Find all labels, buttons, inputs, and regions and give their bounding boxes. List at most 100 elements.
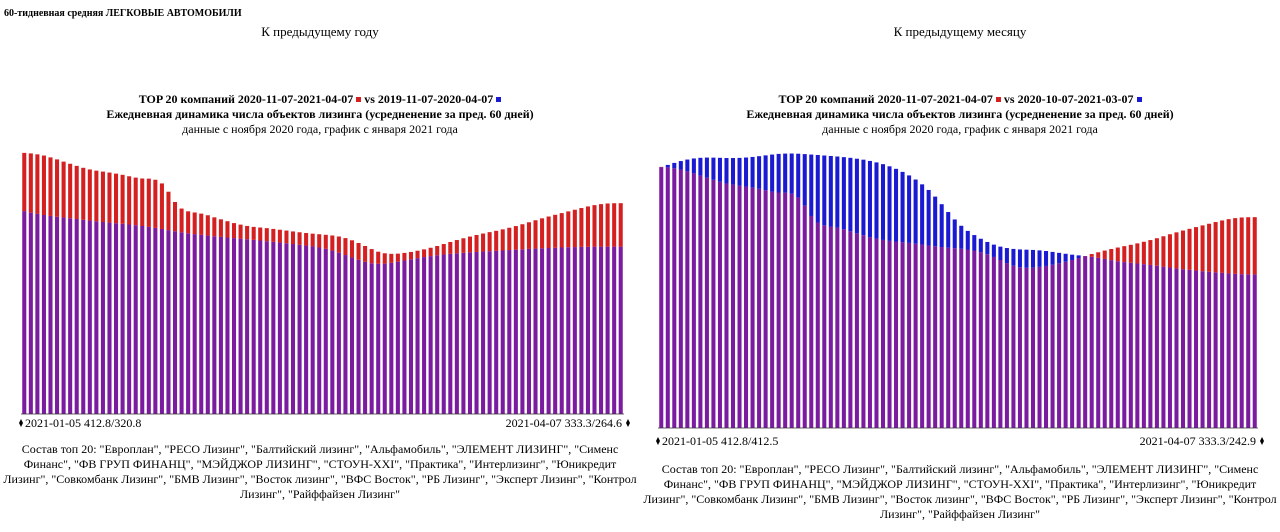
bar-overlap (1239, 274, 1244, 428)
bar-current-excess (448, 242, 453, 254)
bar-compare-excess (730, 158, 736, 185)
bar-overlap (441, 254, 446, 414)
bar-current-excess (186, 211, 191, 234)
bar-overlap (304, 245, 309, 414)
bar-overlap (783, 192, 788, 428)
bar-overlap (939, 247, 944, 428)
bar-overlap (894, 241, 899, 428)
bar-compare-excess (704, 157, 709, 178)
bar-overlap (173, 231, 178, 414)
bar-current-excess (1161, 236, 1166, 267)
bar-overlap (972, 250, 977, 428)
bar-compare-excess (1063, 253, 1068, 262)
bar-overlap (1207, 271, 1212, 428)
bar-compare-excess (1024, 249, 1029, 268)
bar-overlap (685, 171, 690, 428)
bar-current-excess (382, 253, 387, 264)
bar-compare-excess (776, 153, 781, 193)
bar-overlap (251, 239, 256, 414)
bar-overlap (422, 257, 427, 414)
bar-current-excess (1207, 223, 1212, 272)
bar-overlap (1128, 262, 1133, 428)
bar-compare-excess (796, 153, 801, 198)
bar-current-excess (22, 152, 27, 212)
bar-compare-excess (887, 166, 892, 241)
bar-overlap (369, 263, 374, 414)
bar-overlap (454, 253, 459, 414)
bar-overlap (363, 261, 368, 414)
bar-current-excess (487, 232, 492, 252)
bar-current-excess (467, 236, 472, 253)
bar-overlap (290, 244, 296, 414)
chart-title-current-period: TOP 20 компаний 2020-11-07-2021-04-07 (138, 92, 354, 106)
bar-compare-excess (1030, 249, 1036, 268)
end-marker-icon (1260, 437, 1264, 445)
bar-overlap (225, 237, 230, 414)
bar-compare-excess (841, 157, 846, 230)
bar-overlap (238, 238, 243, 414)
bar-current-excess (94, 170, 99, 222)
bar-overlap (166, 230, 171, 414)
bar-current-excess (592, 205, 597, 247)
bar-overlap (717, 181, 722, 428)
bar-overlap (1233, 273, 1238, 428)
bar-overlap (887, 240, 892, 428)
bar-compare-excess (815, 154, 820, 223)
bar-current-excess (540, 218, 545, 249)
bar-overlap (1148, 264, 1153, 428)
bar-overlap (100, 222, 105, 414)
bar-current-excess (1122, 246, 1127, 263)
chart-title-compare-period: vs 2019-11-07-2020-04-07 (364, 92, 494, 106)
bar-current-excess (376, 251, 381, 264)
bar-current-excess (474, 234, 479, 252)
bar-overlap (336, 252, 341, 414)
bar-compare-excess (952, 219, 957, 249)
bar-overlap (1187, 269, 1192, 428)
bar-overlap (1122, 262, 1127, 428)
bar-overlap (487, 251, 492, 414)
bar-current-excess (513, 226, 518, 250)
bar-current-excess (1135, 243, 1140, 264)
bar-overlap (1161, 266, 1166, 428)
start-label: 2021-01-05 412.8/320.8 (25, 416, 141, 430)
bar-current-excess (41, 155, 46, 215)
bar-overlap (199, 234, 204, 414)
bar-overlap (258, 240, 263, 414)
chart-title-line2: Ежедневная динамика числа объектов лизин… (746, 107, 1174, 121)
bar-overlap (559, 247, 564, 414)
bar-overlap (500, 250, 505, 414)
bar-overlap (1141, 264, 1146, 428)
bar-overlap (81, 219, 86, 414)
end-marker-icon (626, 419, 630, 427)
bar-overlap (41, 215, 46, 414)
bar-overlap (1037, 266, 1042, 428)
bar-current-excess (546, 216, 551, 249)
bar-overlap (271, 241, 276, 414)
bar-overlap (513, 249, 518, 414)
bar-current-excess (133, 177, 138, 226)
bar-overlap (848, 231, 853, 428)
bar-overlap (1076, 258, 1081, 428)
bar-overlap (140, 226, 145, 414)
bar-overlap (678, 169, 683, 428)
bar-overlap (757, 188, 762, 428)
bar-current-excess (323, 234, 328, 249)
panel-heading: К предыдущему месяцу (893, 24, 1027, 39)
bar-overlap (579, 246, 584, 414)
bar-current-excess (461, 238, 466, 253)
bar-overlap (218, 236, 223, 414)
bar-overlap (1044, 265, 1049, 428)
bar-current-excess (356, 242, 361, 260)
bar-current-excess (1096, 252, 1101, 258)
bar-compare-excess (848, 157, 853, 232)
bar-current-excess (179, 208, 184, 233)
bar-compare-excess (939, 204, 944, 248)
bar-current-excess (140, 178, 145, 227)
bar-compare-excess (802, 154, 807, 206)
bar-compare-excess (926, 189, 931, 246)
bar-compare-excess (959, 225, 964, 249)
bar-overlap (854, 233, 859, 428)
bar-overlap (900, 242, 905, 428)
bar-current-excess (553, 214, 558, 248)
bar-overlap (1174, 268, 1179, 428)
